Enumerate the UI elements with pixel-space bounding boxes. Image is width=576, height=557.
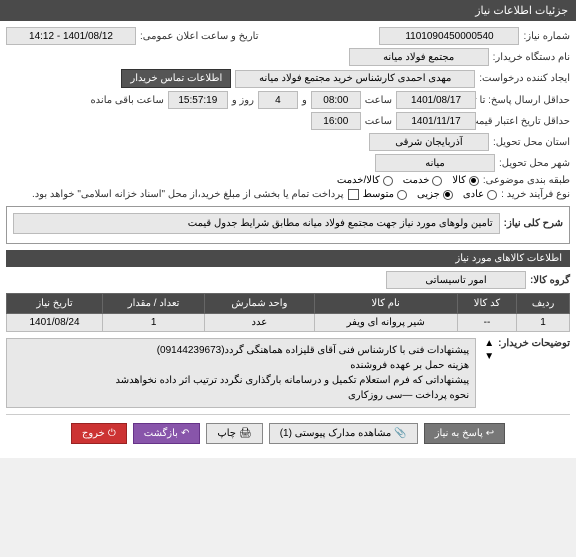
buyer-org-value: مجتمع فولاد میانه: [349, 48, 489, 66]
desc-label: شرح کلی نیاز:: [504, 218, 563, 229]
buyer-notes-box: پیشنهادات فنی با کارشناس فنی آقای قلیزاد…: [6, 338, 476, 408]
attachment-icon: 📎: [394, 428, 406, 439]
back-label: بازگشت: [144, 428, 178, 439]
goods-group-value: امور تاسیساتی: [386, 271, 526, 289]
back-icon: ↶: [181, 428, 189, 439]
payment-checkbox[interactable]: [348, 189, 359, 200]
contact-buyer-button[interactable]: اطلاعات تماس خریدار: [121, 69, 231, 88]
deadline-date-value: 1401/08/17: [396, 91, 476, 109]
radio-dot-icon: [383, 176, 393, 186]
payment-note-label: پرداخت تمام یا بخشی از مبلغ خرید،از محل …: [32, 189, 344, 200]
buyer-notes-label: توضیحات خریدار:: [498, 338, 570, 349]
buyer-org-label: نام دستگاه خریدار:: [493, 52, 570, 63]
radio-goods-service-label: کالا/خدمت: [337, 175, 380, 186]
radio-dot-icon: [469, 176, 479, 186]
validity-date-value: 1401/11/17: [396, 112, 476, 130]
desc-text: تامین ولوهای مورد نیاز جهت مجتمع فولاد م…: [13, 213, 500, 234]
col-row: ردیف: [517, 294, 570, 314]
goods-table: ردیف کد کالا نام کالا واحد شمارش تعداد /…: [6, 293, 570, 332]
city-label: شهر محل تحویل:: [499, 158, 570, 169]
reply-icon: ↩: [486, 428, 494, 439]
validity-time-value: 16:00: [311, 112, 361, 130]
cell-unit: عدد: [205, 314, 314, 332]
note-line: نحوه پرداخت —سی روزکاری: [13, 388, 469, 403]
remaining-label: ساعت باقی مانده: [90, 95, 163, 106]
radio-goods-label: کالا: [452, 175, 466, 186]
cell-name: شیر پروانه ای ویفر: [314, 314, 457, 332]
back-button[interactable]: ↶ بازگشت: [133, 423, 201, 444]
chevron-down-icon[interactable]: ▼: [484, 351, 494, 362]
print-button[interactable]: 🖨 چاپ: [206, 423, 262, 444]
note-line: پیشنهادات فنی با کارشناس فنی آقای قلیزاد…: [13, 343, 469, 358]
bottom-button-bar: ↩ پاسخ به نیاز 📎 مشاهده مدارک پیوستی (1)…: [6, 414, 570, 452]
attachments-label: مشاهده مدارک پیوستی (1): [280, 428, 392, 439]
requester-label: ایجاد کننده درخواست:: [479, 73, 570, 84]
time-label-1: ساعت: [365, 95, 392, 106]
need-number-label: شماره نیاز:: [523, 31, 570, 42]
cell-date: 1401/08/24: [7, 314, 103, 332]
respond-label: پاسخ به نیاز: [435, 428, 483, 439]
note-line: پیشنهاداتی که فرم استعلام تکمیل و درساما…: [13, 373, 469, 388]
radio-normal-label: عادی: [463, 189, 484, 200]
cell-code: --: [457, 314, 516, 332]
col-date: تاریخ نیاز: [7, 294, 103, 314]
process-label: نوع فرآیند خرید :: [501, 189, 570, 200]
requester-value: مهدی احمدی کارشناس خرید مجتمع فولاد میان…: [235, 70, 475, 88]
radio-dot-icon: [432, 176, 442, 186]
radio-dot-icon: [443, 190, 453, 200]
description-section: شرح کلی نیاز: تامین ولوهای مورد نیاز جهت…: [6, 206, 570, 244]
main-content: شماره نیاز: 1101090450000540 تاریخ و ساع…: [0, 21, 576, 458]
radio-medium-label: متوسط: [363, 189, 394, 200]
goods-section-title: اطلاعات کالاهای مورد نیاز: [6, 250, 570, 267]
public-datetime-label: تاریخ و ساعت اعلان عمومی:: [140, 31, 259, 42]
radio-partial-label: جزیی: [417, 189, 440, 200]
print-label: چاپ: [217, 428, 236, 439]
page-title: جزئیات اطلاعات نیاز: [475, 5, 568, 17]
and-label: و: [302, 95, 307, 106]
radio-goods-service[interactable]: کالا/خدمت: [337, 175, 393, 186]
col-qty: تعداد / مقدار: [103, 294, 205, 314]
days-label: روز و: [232, 95, 254, 106]
category-label: طبقه بندی موضوعی:: [483, 175, 570, 186]
print-icon: 🖨: [239, 428, 252, 439]
table-row[interactable]: 1 -- شیر پروانه ای ویفر عدد 1 1401/08/24: [7, 314, 570, 332]
radio-medium[interactable]: متوسط: [363, 189, 407, 200]
validity-label: حداقل تاریخ اعتبار قیمت: تا تاریخ:: [480, 116, 570, 127]
table-header-row: ردیف کد کالا نام کالا واحد شمارش تعداد /…: [7, 294, 570, 314]
radio-service-label: خدمت: [403, 175, 430, 186]
days-count-value: 4: [258, 91, 298, 109]
respond-button[interactable]: ↩ پاسخ به نیاز: [424, 423, 505, 444]
deadline-time-value: 08:00: [311, 91, 361, 109]
need-number-value: 1101090450000540: [379, 27, 519, 45]
deadline-label: حداقل ارسال پاسخ: تا تاریخ:: [480, 95, 570, 106]
attachments-button[interactable]: 📎 مشاهده مدارک پیوستی (1): [269, 423, 418, 444]
radio-normal[interactable]: عادی: [463, 189, 497, 200]
cell-row: 1: [517, 314, 570, 332]
chevron-up-icon[interactable]: ▲: [484, 338, 494, 349]
province-value: آذربایجان شرقی: [369, 133, 489, 151]
col-code: کد کالا: [457, 294, 516, 314]
note-line: هزینه حمل بر عهده فروشنده: [13, 358, 469, 373]
radio-service[interactable]: خدمت: [403, 175, 443, 186]
col-unit: واحد شمارش: [205, 294, 314, 314]
radio-partial[interactable]: جزیی: [417, 189, 453, 200]
goods-group-label: گروه کالا:: [530, 275, 570, 286]
city-value: میانه: [375, 154, 495, 172]
radio-dot-icon: [487, 190, 497, 200]
cell-qty: 1: [103, 314, 205, 332]
category-radio-group: کالا خدمت کالا/خدمت: [337, 175, 479, 186]
exit-label: خروج: [82, 428, 105, 439]
time-label-2: ساعت: [365, 116, 392, 127]
exit-button[interactable]: ⏻ خروج: [71, 423, 127, 444]
radio-dot-icon: [397, 190, 407, 200]
radio-goods[interactable]: کالا: [452, 175, 479, 186]
public-datetime-value: 1401/08/12 - 14:12: [6, 27, 136, 45]
remaining-time-value: 15:57:19: [168, 91, 228, 109]
province-label: استان محل تحویل:: [493, 137, 570, 148]
col-name: نام کالا: [314, 294, 457, 314]
page-header: جزئیات اطلاعات نیاز: [0, 0, 576, 21]
process-radio-group: عادی جزیی متوسط: [363, 189, 498, 200]
exit-icon: ⏻: [108, 428, 116, 439]
